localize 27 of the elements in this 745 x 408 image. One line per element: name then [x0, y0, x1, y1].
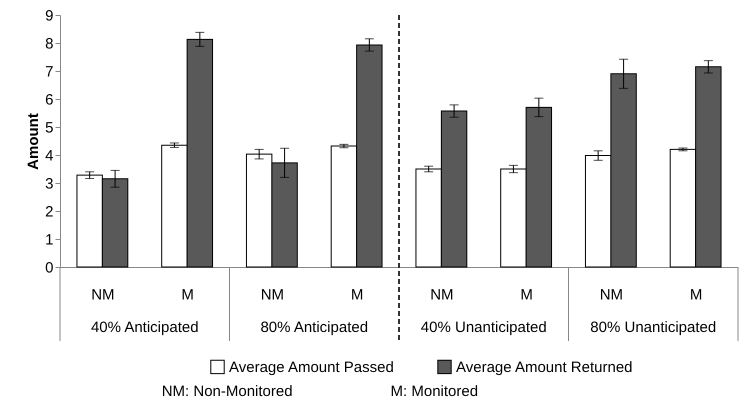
x-tick-label: M	[690, 286, 702, 304]
text: 80% Unanticipated	[590, 319, 716, 336]
text: M: Monitored	[390, 383, 478, 400]
text: NM: Non-Monitored	[162, 383, 293, 400]
y-tick-label: 2	[45, 204, 54, 220]
y-tick-label: 7	[45, 64, 54, 80]
text: 80% Anticipated	[260, 319, 368, 336]
y-tick-label: 0	[45, 260, 54, 276]
legend-label: Average Amount Returned	[456, 358, 633, 376]
x-tick-label: NM	[260, 286, 284, 304]
y-tick-label: 5	[45, 120, 54, 136]
x-tick-label: M	[350, 286, 364, 304]
x-tick-label: M	[181, 286, 194, 304]
x-tick-label: NM	[91, 286, 115, 304]
y-tick-label: 1	[45, 232, 54, 248]
y-tick-label: 8	[45, 36, 54, 52]
y-tick-label: 4	[45, 148, 54, 164]
text: 40% Unanticipated	[420, 319, 547, 336]
x-tick-label: M	[520, 286, 533, 304]
y-tick-label: 6	[45, 92, 54, 108]
x-tick-label: NM	[430, 286, 454, 304]
legend-label: Average Amount Passed	[229, 358, 394, 376]
y-axis-title: Amount	[25, 113, 42, 170]
y-tick-label: 9	[45, 8, 54, 24]
x-tick-label: NM	[600, 286, 624, 304]
text: 40% Anticipated	[90, 319, 199, 336]
y-tick-label: 3	[45, 176, 54, 192]
